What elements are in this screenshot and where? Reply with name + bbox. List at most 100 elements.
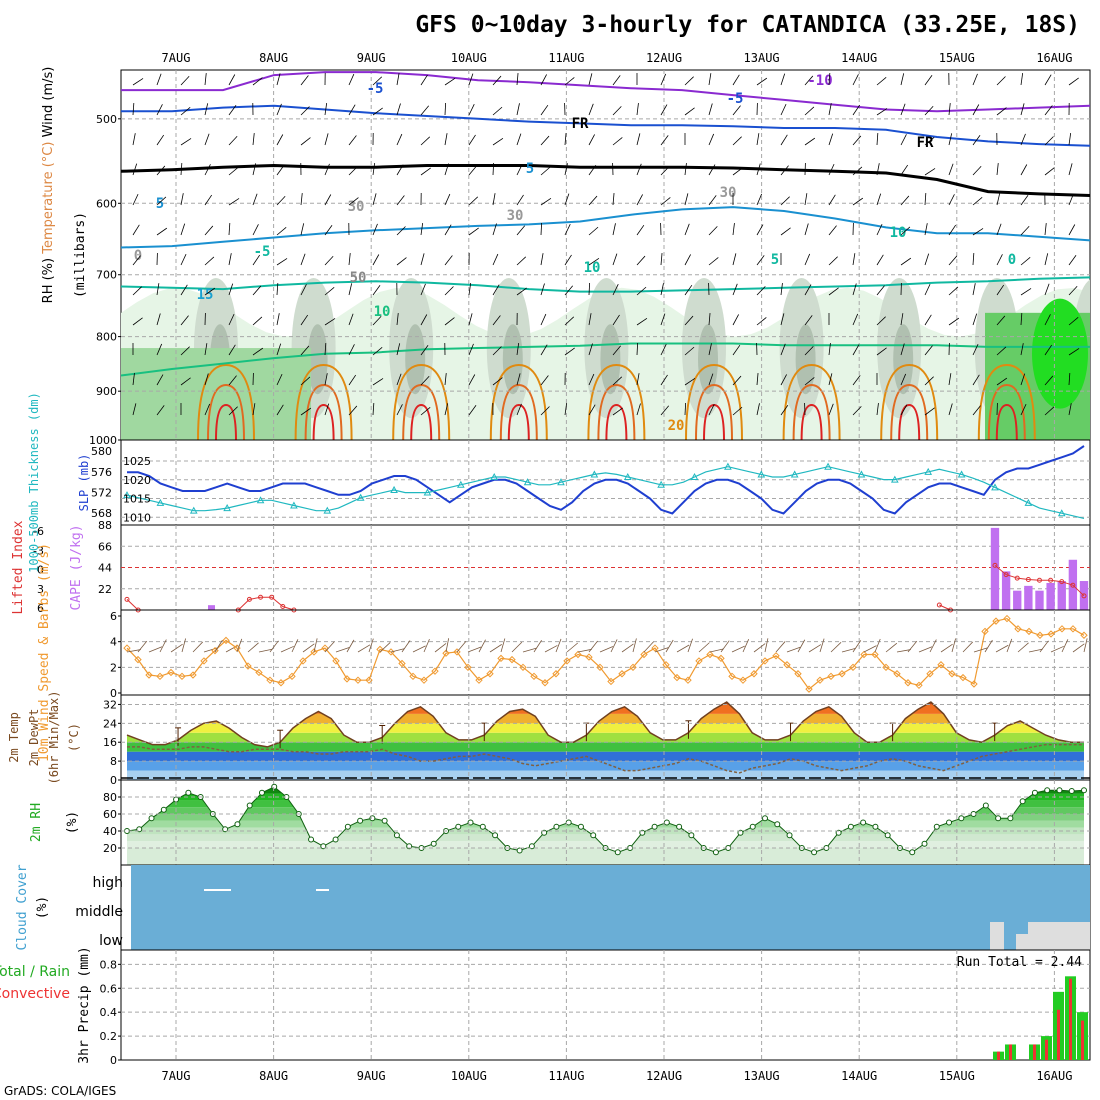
warm-contour [197, 363, 255, 440]
warm-contour [587, 363, 646, 440]
wind-barb [228, 283, 234, 296]
rh-saturated [1032, 298, 1088, 409]
wind-barb [924, 168, 936, 176]
wind-speed-point [992, 617, 1000, 625]
thickness-point [356, 493, 365, 501]
wind-barb [804, 193, 808, 206]
wind-barb [852, 406, 862, 416]
wind-barb [372, 346, 383, 356]
rh-band [127, 800, 1084, 808]
contour-label: 5 [771, 252, 779, 268]
wind-barb [588, 226, 599, 236]
surface-wind-barb [1006, 638, 1013, 653]
thickness-point [857, 470, 866, 478]
surface-wind-barb [335, 647, 350, 653]
wind-barb [468, 343, 474, 356]
rh-point [688, 832, 695, 839]
wind-barb [276, 283, 279, 296]
rh-point [676, 823, 683, 830]
wind-barb [660, 197, 671, 206]
cape-tick-label: 22 [98, 583, 112, 596]
wind-barb [180, 377, 191, 386]
cape-bar [1013, 590, 1022, 610]
wind-barb [156, 313, 161, 326]
wind-barb [276, 343, 282, 356]
wind-barb [588, 373, 595, 386]
rh-point [774, 821, 781, 828]
rh-point [1019, 798, 1026, 805]
wind-barb [1020, 288, 1032, 296]
wind-barb [996, 163, 999, 176]
y-tick-label: 24 [103, 717, 117, 730]
thickness-point [890, 475, 899, 483]
surface-wind-barb [1028, 648, 1043, 653]
wind-barb [204, 133, 210, 146]
wind-speed-line [126, 617, 1085, 690]
wind-speed-point [409, 672, 417, 681]
wind-barb [708, 313, 711, 326]
wind-barb [564, 224, 571, 236]
wind-speed-point [431, 667, 439, 675]
surface-wind-barb [159, 639, 167, 653]
wind-barb [468, 134, 476, 146]
wind-barb [1044, 406, 1055, 416]
wind-barb [1044, 314, 1051, 326]
wind-barb [156, 227, 168, 236]
lifted-index-line [126, 599, 139, 611]
wind-barb [708, 164, 716, 176]
wind-barb [948, 163, 954, 176]
wind-barb [780, 404, 789, 416]
cloud-level-label: low [99, 933, 123, 949]
wind-speed-point [497, 654, 505, 663]
bottom-date-label: 16AUG [1036, 1069, 1072, 1083]
wind-barb [852, 344, 860, 356]
wind-barb [756, 163, 761, 176]
thickness-point [390, 485, 398, 493]
wind-barb [804, 253, 811, 266]
top-date-label: 13AUG [744, 51, 780, 65]
surface-wind-barb [742, 639, 750, 653]
lifted-index-point [1014, 575, 1020, 581]
wind-barb [444, 224, 452, 236]
surface-wind-barb [852, 640, 862, 653]
wind-speed-point [420, 676, 428, 684]
wind-barb [204, 256, 215, 266]
wind-speed-point [387, 648, 395, 656]
wind-speed-point [893, 670, 901, 678]
thickness-point [590, 470, 599, 478]
surface-wind-barb [819, 638, 825, 653]
rh-point [1007, 815, 1014, 822]
wind-barb [516, 133, 522, 146]
top-date-label: 16AUG [1036, 51, 1072, 65]
warm-contour [207, 383, 245, 440]
wind-barb [612, 345, 622, 356]
wind-barb [324, 286, 335, 296]
wind-speed-point [970, 680, 978, 688]
temp-band [127, 761, 1084, 771]
wind-speed-point [1047, 630, 1055, 638]
wind-barb [996, 223, 1002, 236]
temp-ylabel-line: 2m DewPt [27, 709, 41, 767]
wind-barb [780, 196, 790, 206]
wind-barb [804, 346, 814, 356]
wind-barb [420, 74, 428, 86]
contour-label: FR [572, 116, 589, 132]
wind-barb [588, 404, 596, 416]
isotherm-line [121, 104, 1091, 147]
thickness-point [991, 483, 999, 491]
wind-speed-point [299, 657, 307, 665]
y-tick-label: 0 [110, 774, 117, 787]
wind-barb [516, 373, 521, 386]
y-tick-label: 6 [110, 610, 117, 623]
rh-point [651, 823, 658, 830]
wind-barb [972, 343, 979, 356]
rh-bands [127, 786, 1084, 865]
wind-speed-point [695, 657, 703, 665]
wind-barb [756, 77, 768, 86]
wind-speed-point [816, 676, 824, 684]
wind-barb [324, 373, 328, 386]
rh-label: RH (%) [41, 254, 56, 304]
wind-barb [948, 224, 957, 236]
wind-speed-point [541, 679, 549, 687]
rh-column-core [502, 324, 523, 395]
